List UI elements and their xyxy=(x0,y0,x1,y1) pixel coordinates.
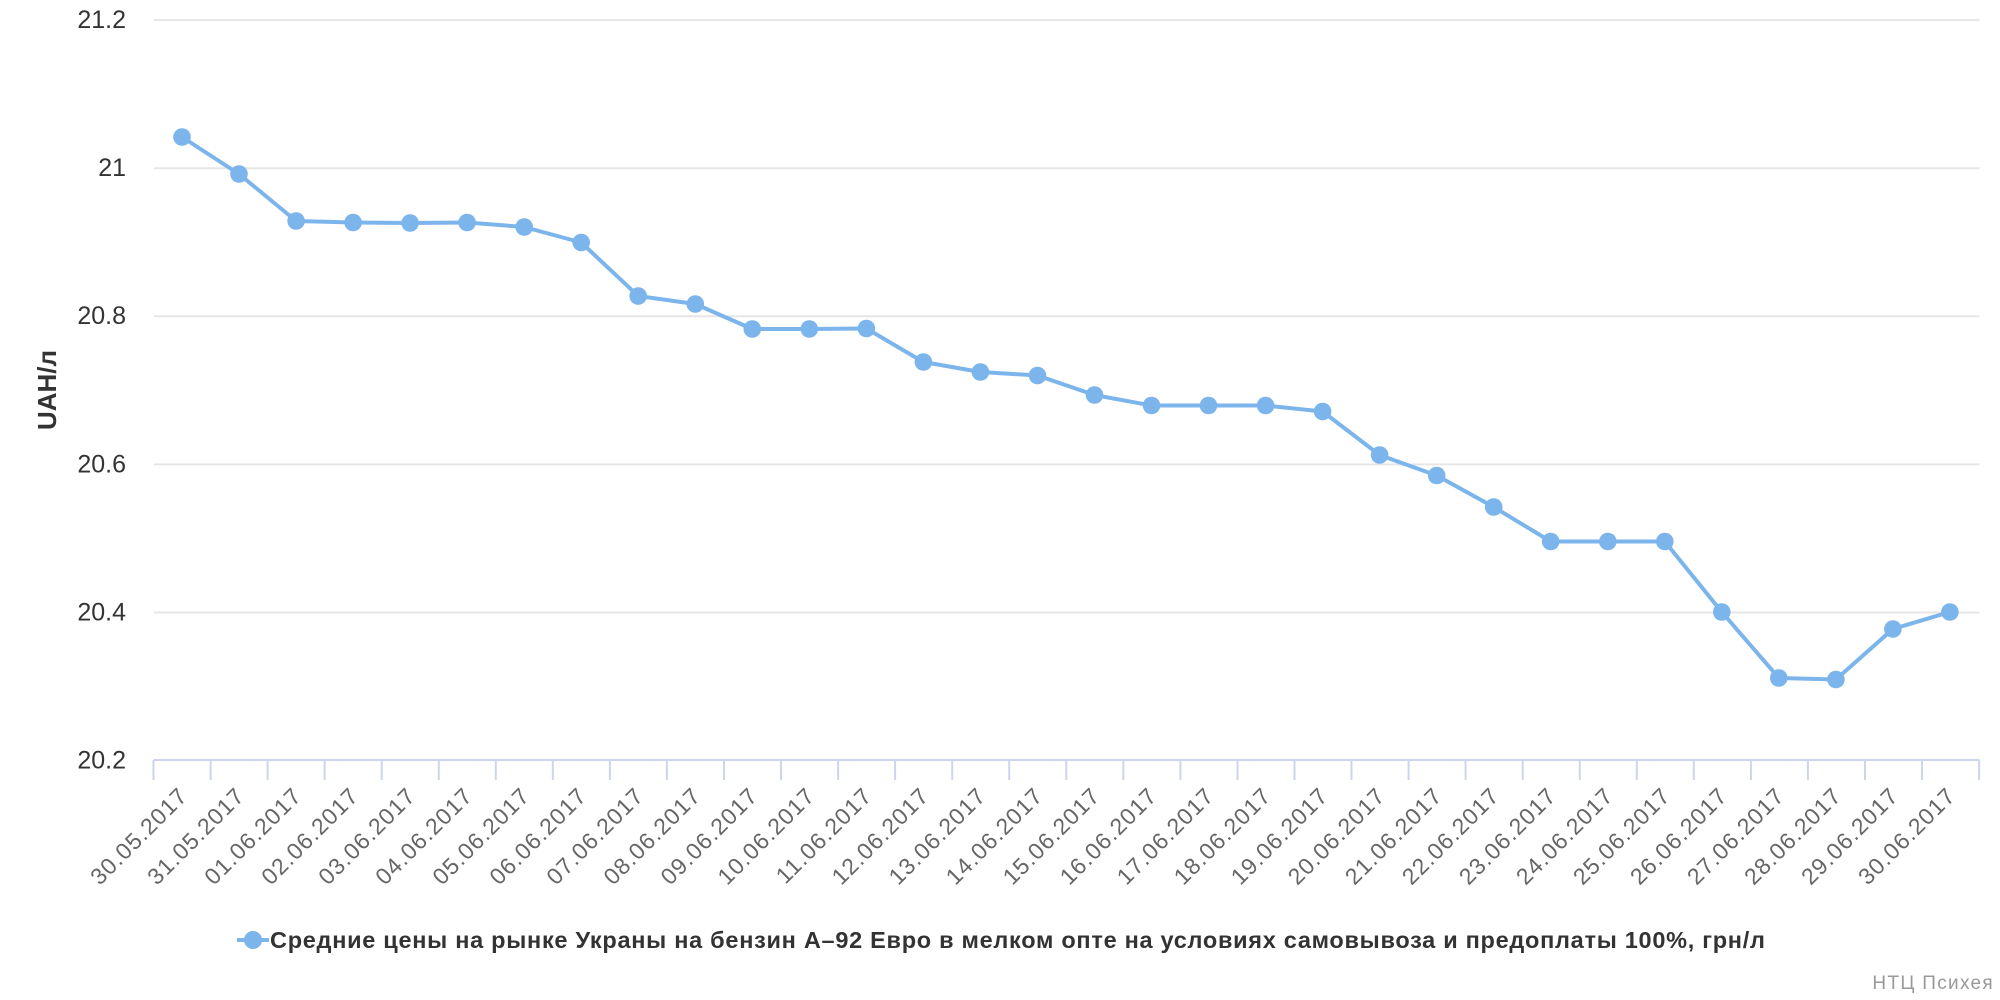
svg-text:Средние цены на рынке Украны н: Средние цены на рынке Украны на бензин А… xyxy=(270,927,1766,953)
svg-text:20.4: 20.4 xyxy=(77,598,126,626)
svg-text:НТЦ Психея: НТЦ Психея xyxy=(1872,973,1994,994)
svg-text:20.2: 20.2 xyxy=(77,747,126,775)
svg-text:21: 21 xyxy=(98,154,126,182)
svg-text:21.2: 21.2 xyxy=(77,6,126,34)
svg-text:20.8: 20.8 xyxy=(77,302,126,330)
svg-text:UAH/л: UAH/л xyxy=(32,350,62,430)
svg-text:20.6: 20.6 xyxy=(77,450,126,478)
